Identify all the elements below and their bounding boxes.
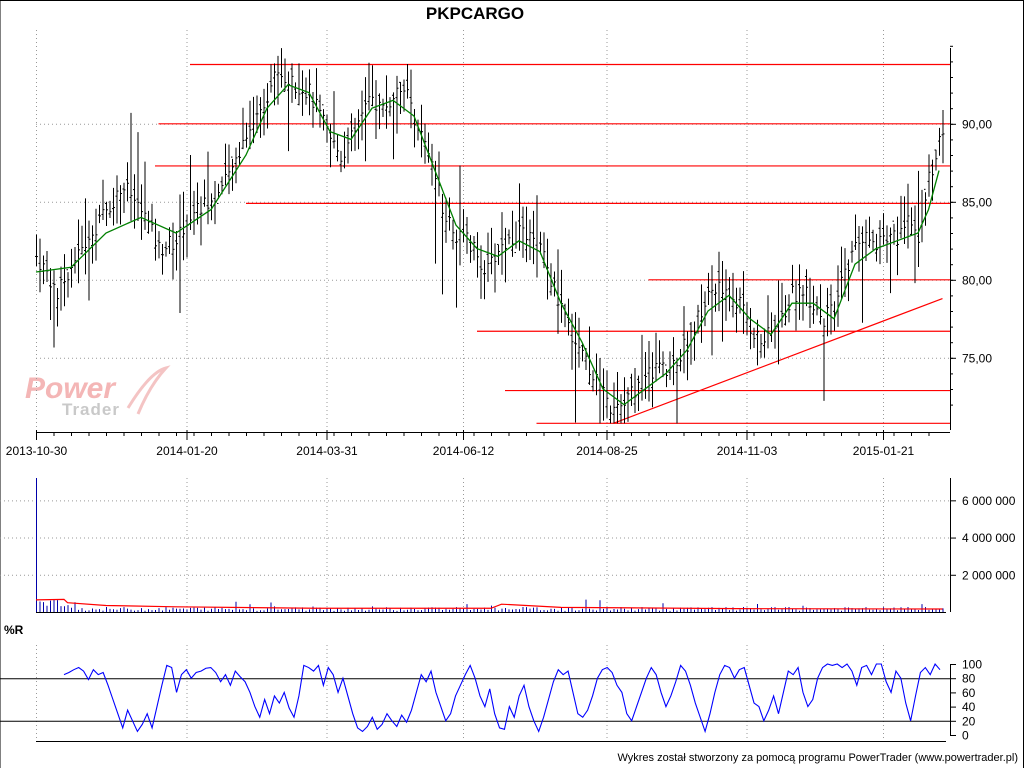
williams-r-title: %R: [4, 623, 24, 637]
date-tick-label: 2014-01-20: [156, 444, 218, 458]
williams-r-line: [63, 662, 941, 734]
date-tick-label: 2014-03-31: [296, 444, 358, 458]
date-tick-label: 2014-08-25: [576, 444, 638, 458]
price-axis: 75,00 80,00 85,00 90,00: [950, 45, 992, 430]
date-axis: 2013-10-30 2014-01-20 2014-03-31 2014-06-12…: [6, 430, 950, 458]
date-tick-label: 2013-10-30: [6, 444, 68, 458]
price-panel: [35, 30, 950, 740]
price-tick-label: 80,00: [962, 273, 992, 287]
wr-tick-label: 20: [962, 714, 976, 728]
wr-tick-label: 40: [962, 700, 976, 714]
volume-panel: [0, 478, 950, 612]
price-tick-label: 75,00: [962, 351, 992, 365]
moving-average-line: [35, 84, 940, 406]
date-tick-label: 2014-06-12: [433, 444, 495, 458]
date-tick-label: 2015-01-21: [853, 444, 915, 458]
volume-tick-label: 4 000 000: [962, 531, 1016, 545]
powertrader-logo: Power Trader: [25, 365, 171, 419]
williams-r-panel: [0, 662, 950, 734]
price-tick-label: 85,00: [962, 195, 992, 209]
wr-tick-label: 80: [962, 672, 976, 686]
wr-tick-label: 60: [962, 686, 976, 700]
volume-average-line: [35, 598, 943, 610]
price-tick-label: 90,00: [962, 117, 992, 131]
ohlc-bars: [35, 48, 945, 424]
volume-bars: [36, 478, 944, 612]
volume-tick-label: 2 000 000: [962, 568, 1016, 582]
date-tick-label: 2014-11-03: [717, 444, 778, 458]
volume-tick-label: 6 000 000: [962, 494, 1016, 508]
logo-power: Power: [25, 372, 117, 405]
volume-axis: 2 000 000 4 000 000 6 000 000: [36, 478, 1016, 613]
logo-trader: Trader: [62, 400, 120, 419]
chart-title: PKPCARGO: [426, 4, 524, 23]
footer-credit: Wykres został stworzony za pomocą progra…: [617, 752, 1018, 764]
wr-tick-label: 100: [962, 658, 982, 672]
wr-tick-label: 0: [962, 729, 969, 743]
